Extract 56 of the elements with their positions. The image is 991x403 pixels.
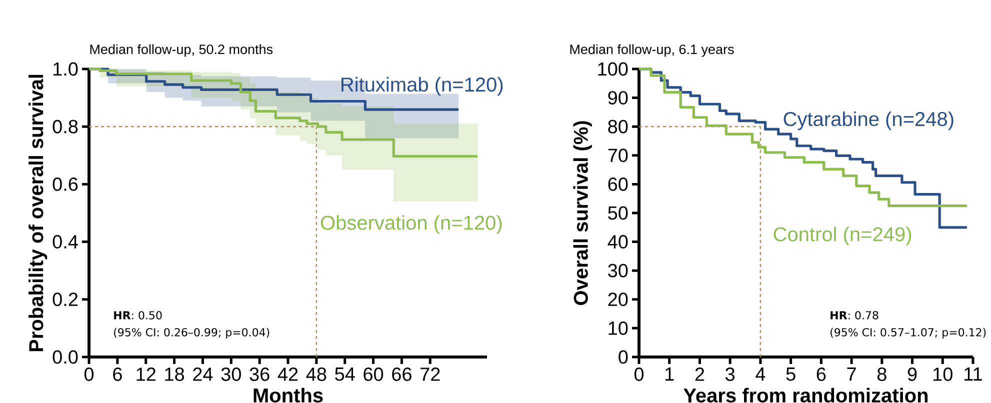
y-tick-label: 1.0	[54, 62, 78, 76]
x-tick-label: 4	[756, 368, 766, 381]
y-tick-label: 80	[608, 120, 628, 134]
y-tick-label: 0.8	[52, 120, 78, 134]
y-tick-label: 0.2	[52, 292, 78, 306]
chart-title: Median follow-up, 6.1 years	[570, 44, 734, 57]
y-tick-label: 0.0	[52, 350, 78, 364]
x-tick-label: 6	[113, 368, 122, 381]
annotation: HR: 0.50	[114, 311, 162, 320]
x-tick-label: 3	[726, 368, 735, 381]
y-tick-label: 90	[608, 91, 628, 105]
y-tick-label: 100	[598, 62, 628, 76]
x-tick-label: 10	[934, 368, 952, 381]
x-tick-label: 6	[816, 368, 826, 381]
y-tick-label: 40	[608, 235, 628, 249]
x-tick-label: 8	[877, 368, 886, 381]
x-tick-label: 12	[136, 368, 156, 381]
y-axis-title: Overall survival (%)	[573, 121, 592, 305]
x-tick-label: 54	[335, 368, 355, 381]
y-tick-label: 0.4	[52, 235, 78, 249]
y-tick-label: 20	[608, 292, 628, 306]
x-axis-title: Months	[254, 388, 323, 403]
x-tick-label: 66	[392, 368, 412, 381]
x-tick-label: 9	[908, 368, 917, 381]
x-tick-label: 48	[306, 368, 326, 381]
y-tick-label: 50	[608, 206, 628, 220]
text: Observation (n=120)	[320, 215, 502, 234]
x-tick-label: 36	[250, 368, 270, 381]
annotation: (95% CI: 0.26–0.99; p=0.04)	[114, 328, 270, 339]
x-axis-title: Years from randomization	[684, 388, 928, 403]
y-tick-label: 30	[608, 264, 628, 278]
x-tick-label: 18	[165, 368, 184, 381]
series-label: Cytarabine (n=248)	[784, 111, 954, 130]
x-tick-label: 11	[964, 368, 982, 381]
chart-title: Median follow-up, 50.2 months	[90, 44, 273, 57]
y-tick-label: 0.6	[52, 177, 78, 191]
annotation: (95% CI: 0.57–1.07; p=0.12)	[830, 328, 986, 339]
x-tick-label: 60	[364, 368, 384, 381]
y-tick-label: 0	[618, 350, 628, 364]
x-tick-label: 72	[420, 368, 440, 381]
x-tick-label: 24	[193, 368, 213, 381]
x-tick-label: 0	[84, 368, 94, 381]
y-tick-label: 60	[608, 177, 628, 191]
y-tick-label: 70	[608, 148, 628, 162]
x-tick-label: 42	[278, 368, 298, 381]
x-tick-label: 5	[786, 368, 796, 381]
y-tick-label: 10	[608, 321, 628, 335]
x-tick-label: 30	[221, 368, 241, 381]
annotation: HR: 0.78	[830, 311, 878, 320]
series-label: Rituximab (n=120)	[342, 76, 503, 96]
x-tick-label: 7	[847, 368, 856, 381]
series-label: Control (n=249)	[774, 226, 912, 246]
x-tick-label: 0	[634, 368, 644, 381]
x-tick-label: 2	[695, 368, 704, 381]
x-tick-label: 1	[666, 368, 674, 381]
y-axis-title: Probability of overall survival	[28, 74, 48, 352]
